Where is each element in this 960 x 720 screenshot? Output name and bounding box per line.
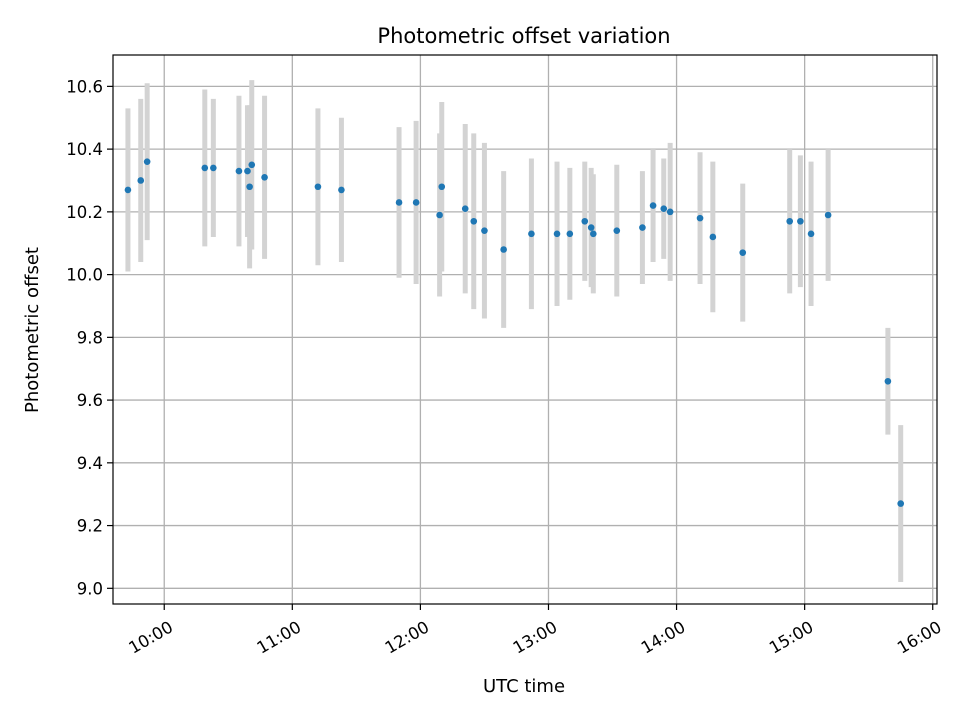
chart-title: Photometric offset variation xyxy=(377,24,670,48)
data-point xyxy=(412,199,420,206)
y-tick-label: 9.4 xyxy=(77,454,103,473)
data-point xyxy=(797,217,804,225)
data-point xyxy=(666,208,674,216)
y-tick-label: 9.0 xyxy=(77,579,103,598)
y-tick-label: 10.0 xyxy=(66,266,103,285)
y-tick-label: 10.6 xyxy=(66,77,103,96)
data-point xyxy=(587,224,595,231)
data-point xyxy=(235,167,243,175)
data-point xyxy=(201,164,209,172)
data-point xyxy=(436,211,443,219)
data-point xyxy=(244,167,251,175)
data-point xyxy=(470,217,478,225)
data-point xyxy=(500,246,507,253)
data-point xyxy=(137,177,145,184)
data-point xyxy=(246,183,253,191)
y-axis-ticks: 9.0 9.2 9.4 9.6 9.8 10.0 10.2 10.4 10.6 xyxy=(66,77,113,598)
y-tick-label: 9.6 xyxy=(77,391,103,410)
data-point xyxy=(528,230,535,238)
data-point xyxy=(581,217,589,225)
data-point xyxy=(461,205,469,213)
data-point xyxy=(884,377,892,385)
data-point xyxy=(786,217,794,225)
data-point xyxy=(709,233,717,241)
y-tick-label: 9.2 xyxy=(77,517,103,536)
data-point xyxy=(739,249,747,256)
data-point xyxy=(590,230,597,238)
data-point xyxy=(696,214,704,222)
data-point xyxy=(639,224,646,231)
y-tick-label: 10.2 xyxy=(66,203,103,222)
data-point xyxy=(897,500,905,507)
data-point xyxy=(314,183,322,191)
data-point xyxy=(248,161,256,169)
data-point xyxy=(261,174,268,181)
y-tick-label: 9.8 xyxy=(77,328,103,347)
data-point xyxy=(566,230,574,238)
data-point xyxy=(807,230,815,238)
data-point xyxy=(124,186,132,194)
y-tick-label: 10.4 xyxy=(66,140,103,159)
data-point xyxy=(210,164,217,172)
plot-frame xyxy=(112,54,938,605)
data-point xyxy=(143,158,151,165)
data-point xyxy=(481,227,488,234)
data-point xyxy=(649,202,657,209)
data-point xyxy=(553,230,561,238)
data-point xyxy=(660,205,668,213)
data-point xyxy=(824,211,832,219)
data-points xyxy=(124,158,905,507)
data-point xyxy=(438,183,446,191)
data-point xyxy=(338,186,345,194)
y-axis-title: Photometric offset xyxy=(22,247,43,413)
x-axis-title: UTC time xyxy=(483,676,565,697)
data-point xyxy=(395,199,403,206)
data-point xyxy=(613,227,621,234)
